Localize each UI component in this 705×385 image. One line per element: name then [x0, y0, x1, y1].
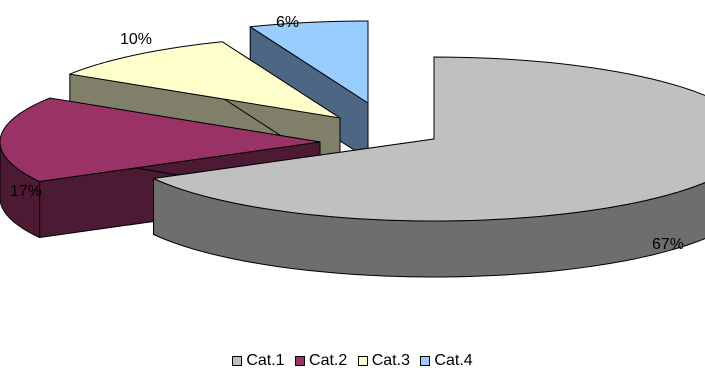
- slice-top-cat2: [0, 97, 321, 183]
- legend-swatch-cat2: [295, 356, 306, 366]
- legend-label-cat1: Cat.1: [246, 352, 285, 369]
- slice-top-cat3: [69, 41, 341, 119]
- slice-top-cat1: [153, 56, 705, 222]
- legend-swatch-cat4: [420, 356, 431, 366]
- legend-label-cat2: Cat.2: [309, 352, 348, 369]
- data-label-cat2: 17%: [10, 183, 42, 200]
- legend-swatch-cat3: [357, 356, 368, 366]
- slice-top-cat4: [249, 20, 369, 104]
- legend-item-cat1: Cat.1: [232, 352, 285, 370]
- data-label-cat3: 10%: [120, 31, 152, 48]
- legend: Cat.1 Cat.2 Cat.3 Cat.4: [0, 352, 705, 371]
- legend-label-cat4: Cat.4: [434, 352, 473, 369]
- legend-item-cat3: Cat.3: [357, 352, 410, 370]
- data-label-cat4: 6%: [276, 14, 299, 31]
- legend-swatch-cat1: [232, 356, 243, 366]
- legend-item-cat2: Cat.2: [295, 352, 347, 370]
- legend-item-cat4: Cat.4: [420, 352, 473, 370]
- legend-label-cat3: Cat.3: [371, 352, 410, 369]
- data-label-cat1: 67%: [652, 236, 684, 253]
